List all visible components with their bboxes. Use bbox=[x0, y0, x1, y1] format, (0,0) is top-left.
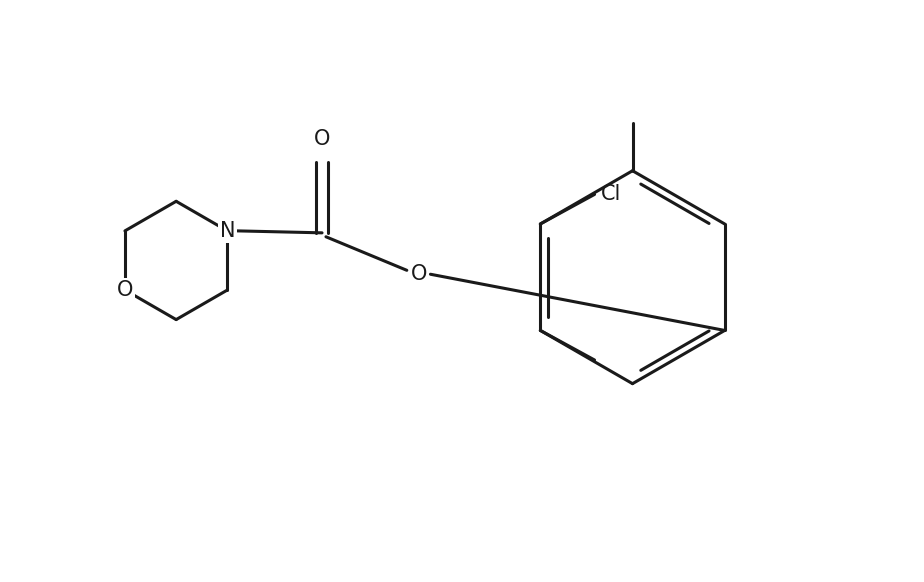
Text: O: O bbox=[116, 280, 133, 300]
Text: N: N bbox=[220, 221, 235, 241]
Text: O: O bbox=[410, 264, 427, 284]
Text: Cl: Cl bbox=[601, 184, 621, 204]
Text: O: O bbox=[314, 129, 330, 149]
